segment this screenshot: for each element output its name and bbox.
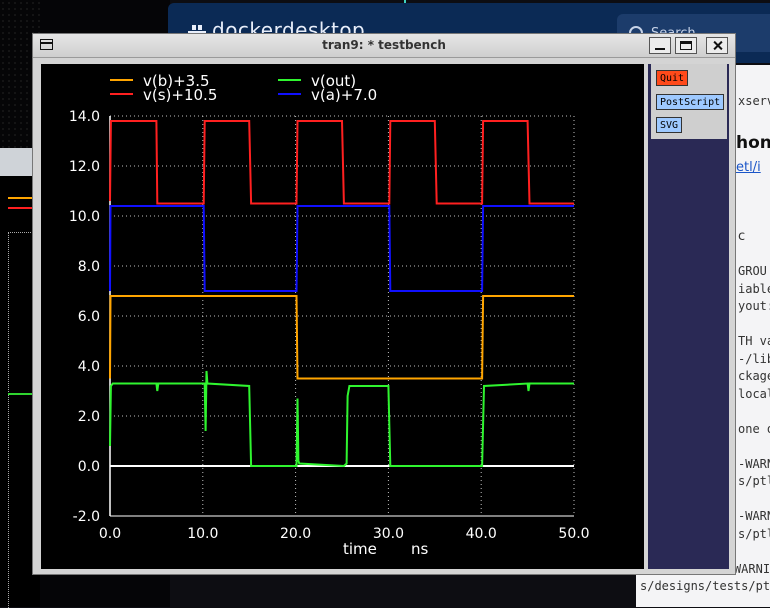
bg-terminal-line: yout: [738,299,770,313]
waveform-chart: 14.012.010.08.06.04.02.00.0-2.0 0.0 10.0 2… [69,72,590,558]
y-tick-label: 14.0 [69,109,100,125]
x-tick-labels: 0.0 10.0 20.0 30.0 40.0 50.0 [99,526,590,542]
y-tick-label: 2.0 [78,409,100,425]
y-tick-labels: 14.0 12.0 10.0 8.0 6.0 4.0 2.0 0.0 -2.0 [69,109,100,525]
x-axis-unit: ns [411,540,429,558]
bg-terminal-line: one o [738,421,770,436]
quit-button[interactable]: Quit [656,70,689,86]
bg-terminal-line: -/lib [738,351,770,366]
bg-terminal-line: -WARNI [738,509,770,523]
bg-terminal-line: TH va [738,334,770,348]
bg-text-heading: hon [736,133,770,153]
window-title: tran9: * testbench [322,38,446,52]
y-tick-label: 0.0 [78,459,100,475]
teal-edge-line [404,0,406,5]
background-trace-green [8,393,40,395]
bg-text-label: c [738,229,746,244]
x-tick-label: 20.0 [280,526,311,542]
window-menu-icon[interactable] [40,39,53,50]
background-plot-grid [8,232,41,608]
chart-grid [110,115,575,516]
trace-line [109,295,574,380]
plot-canvas[interactable]: 14.0 12.0 10.0 8.0 6.0 4.0 2.0 0.0 -2.0 0.0 10.0 2… [41,64,644,569]
plot-window: tran9: * testbench 14.0 12.0 10.0 8.0 6.0 4.0… [32,33,736,575]
x-axis-label: time [343,540,377,558]
background-doc-panel-top [730,65,770,240]
legend-label: v(b)+3.5 [143,72,210,90]
legend-label: v(a)+7.0 [311,86,377,104]
background-legend-red [8,207,40,209]
legend-label: v(out) [311,72,356,90]
bg-terminal-line: s/ptl [738,474,770,488]
y-tick-label: 6.0 [78,309,100,325]
y-tick-label: 12.0 [69,159,100,175]
bg-terminal-line: s/designs/tests/ptl [640,579,770,593]
postscript-button[interactable]: PostScript [656,94,725,110]
x-tick-label: 50.0 [558,526,589,542]
maximize-button[interactable] [675,37,697,54]
bg-terminal-line: GROU [738,264,767,278]
bg-terminal-line: s/ptl [738,526,770,541]
trace-line [109,120,574,205]
tool-side-panel: Quit PostScript SVG [648,64,729,569]
chart-traces [109,120,574,468]
chart-legend: v(b)+3.5 v(out) v(s)+10.5 v(a)+7.0 [110,72,377,104]
bg-terminal-line: -WARNI [738,456,770,471]
bg-terminal-line: ckage [738,369,770,383]
legend-label: v(s)+10.5 [143,86,217,104]
window-titlebar[interactable]: tran9: * testbench [33,34,735,58]
y-tick-label: 10.0 [69,209,100,225]
y-tick-label: 8.0 [78,259,100,275]
x-tick-label: 40.0 [466,526,497,542]
trace-line [109,370,574,468]
svg-button[interactable]: SVG [656,117,683,133]
x-tick-label: 0.0 [99,526,121,542]
bg-terminal-line: local [738,386,770,401]
tool-button-box: Quit PostScript SVG [651,64,727,139]
y-tick-label: 4.0 [78,359,100,375]
trace-line [109,205,574,292]
x-tick-label: 30.0 [373,526,404,542]
y-tick-label: -2.0 [73,509,100,525]
background-legend-orange [8,197,40,199]
bg-terminal-line: iable [738,281,770,296]
bg-text-link[interactable]: etl/i [736,160,761,175]
minimize-button[interactable] [649,37,671,54]
bg-text-xserv: xserv [738,94,770,108]
close-button[interactable] [706,37,728,54]
x-tick-label: 10.0 [187,526,218,542]
